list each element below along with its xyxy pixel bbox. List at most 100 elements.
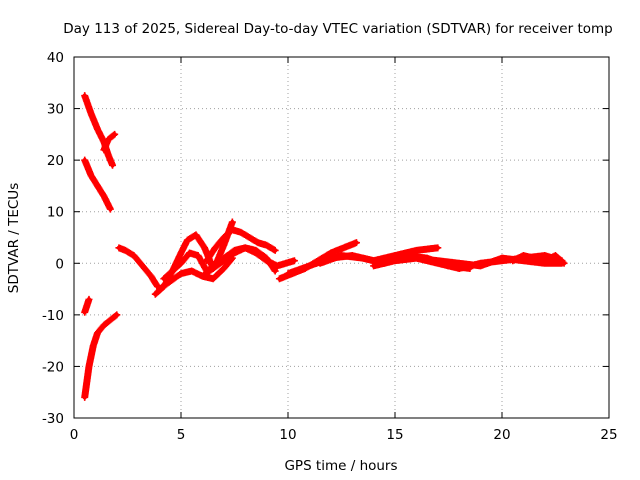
data-point-arc-g-5	[275, 263, 280, 269]
x-tick-label-0: 0	[70, 427, 79, 443]
axis-ticks: 0 5 10 15 20 25 -30 -20 -10 0 10 20 30 40	[42, 50, 618, 443]
data-point-arc-e-0	[204, 258, 209, 263]
data-point-arc-upper-1-4	[106, 152, 111, 158]
data-point-arc-g-6	[283, 261, 289, 266]
y-axis-label: SDTVAR / TECUs	[6, 183, 22, 293]
data-point-arc-g-1	[232, 248, 237, 253]
data-point-arc-i-6	[414, 248, 419, 253]
data-point-arc-h-0	[277, 276, 282, 281]
series-arc-upper-2	[81, 156, 114, 213]
data-point-arc-lower-1-0	[82, 310, 87, 315]
data-point-arc-d-0	[161, 276, 167, 281]
data-point-arc-c-5	[210, 276, 216, 281]
data-point-arc-j-0	[317, 261, 323, 266]
data-point-arc-upper-1b-1	[106, 137, 111, 142]
data-point-arc-l-4	[499, 255, 505, 261]
x-tick-label-5: 5	[177, 427, 186, 443]
data-point-arc-lower-2-0	[82, 395, 87, 400]
y-tick-label--20: -20	[42, 359, 64, 375]
data-point-arc-g-0	[221, 255, 226, 261]
data-point-arc-lower-1-1	[86, 297, 92, 302]
chart-title: Day 113 of 2025, Sidereal Day-to-day VTE…	[63, 21, 612, 37]
data-point-arc-k-1	[392, 258, 398, 263]
data-point-arc-b-5	[193, 232, 199, 238]
data-point-arc-e-8	[272, 248, 278, 253]
data-point-arc-e-1	[213, 245, 218, 251]
series-arc-m	[509, 252, 568, 267]
data-point-arc-b-3	[178, 250, 184, 256]
data-marks	[81, 92, 568, 401]
data-point-arc-a-2	[131, 253, 137, 258]
data-point-arc-a-4	[148, 273, 154, 279]
data-point-arc-a-3	[140, 263, 145, 269]
data-point-arc-h-5	[341, 245, 346, 251]
data-point-arc-e-3	[230, 227, 235, 232]
data-point-arc-g-7	[292, 258, 297, 263]
data-point-arc-e-6	[255, 240, 261, 245]
data-point-arc-d-4	[195, 253, 201, 258]
data-point-arc-upper-2-3	[101, 194, 107, 199]
data-point-arc-m-5	[561, 261, 567, 266]
y-tick-label-10: 10	[47, 205, 64, 221]
data-point-arc-c-0	[157, 286, 162, 292]
data-point-arc-upper-1-2	[95, 127, 100, 132]
y-tick-label-0: 0	[55, 256, 64, 272]
x-tick-label-20: 20	[493, 427, 510, 443]
data-point-arc-c-1	[168, 279, 173, 284]
data-point-arc-lower-2-3	[95, 330, 100, 336]
data-point-arc-i-7	[435, 245, 440, 251]
data-point-arc-b-4	[185, 237, 190, 243]
y-tick-label--10: -10	[42, 308, 64, 324]
y-tick-label-20: 20	[47, 153, 64, 169]
x-tick-label-10: 10	[279, 427, 296, 443]
data-point-arc-d-8	[230, 219, 235, 225]
y-tick-label--30: -30	[42, 411, 64, 427]
data-point-arc-upper-1-0	[82, 93, 87, 98]
data-point-arc-k-4	[457, 266, 462, 271]
data-point-arc-d-2	[178, 261, 184, 266]
data-point-arc-d-3	[187, 250, 192, 256]
data-point-arc-i-1	[307, 263, 312, 269]
y-tick-label-30: 30	[47, 102, 64, 118]
data-point-arc-k-0	[371, 263, 376, 269]
data-point-arc-d-7	[221, 243, 226, 248]
data-point-arc-b-6	[202, 245, 207, 251]
x-axis-label: GPS time / hours	[284, 458, 397, 474]
data-point-arc-e-5	[247, 235, 252, 240]
data-point-arc-lower-2-1	[86, 364, 92, 369]
grid	[74, 57, 609, 418]
data-point-arc-upper-1-5	[110, 163, 115, 168]
data-point-arc-j-2	[360, 255, 366, 261]
data-point-arc-g-3	[253, 250, 259, 256]
data-point-arc-e-7	[264, 243, 269, 248]
data-point-arc-lower-2-6	[114, 312, 120, 318]
x-tick-label-25: 25	[600, 427, 617, 443]
data-point-arc-lower-2-4	[101, 322, 107, 328]
data-point-arc-f-7	[272, 268, 278, 274]
data-point-arc-lower-2-2	[91, 343, 96, 348]
data-point-arc-i-0	[285, 271, 291, 276]
data-point-arc-c-3	[189, 268, 194, 274]
data-point-arc-f-1	[210, 266, 216, 271]
data-point-arc-a-0	[116, 245, 122, 251]
data-point-arc-c-2	[178, 271, 184, 276]
data-point-arc-e-2	[221, 235, 226, 240]
series-arc-c	[156, 254, 236, 293]
data-point-arc-upper-2-2	[95, 183, 100, 189]
data-point-arc-b-0	[153, 292, 158, 297]
data-point-arc-upper-2-0	[82, 157, 87, 163]
data-point-arc-upper-1b-0	[101, 147, 107, 153]
plot-frame	[73, 56, 610, 419]
data-point-arc-upper-2-1	[88, 173, 94, 178]
data-point-arc-g-4	[264, 258, 269, 263]
data-point-arc-upper-1b-2	[112, 132, 117, 137]
data-point-arc-d-1	[170, 268, 175, 274]
data-point-arc-f-0	[200, 273, 205, 279]
data-point-arc-c-6	[221, 266, 226, 271]
data-point-arc-l-1	[435, 258, 440, 263]
data-point-arc-j-1	[339, 253, 344, 258]
data-point-arc-g-2	[243, 245, 248, 251]
data-point-arc-l-0	[414, 255, 419, 261]
